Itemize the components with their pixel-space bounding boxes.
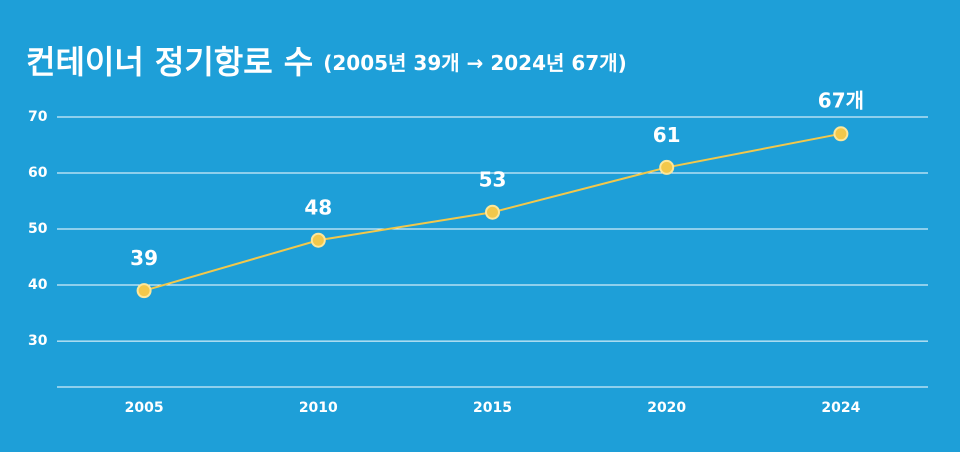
x-tick-label: 2020 xyxy=(647,400,686,416)
data-point xyxy=(310,232,326,248)
data-point xyxy=(833,126,849,142)
data-point xyxy=(136,283,152,299)
value-label: 53 xyxy=(479,168,507,192)
data-point xyxy=(485,204,500,220)
y-tick-label: 50 xyxy=(28,221,48,237)
value-label: 48 xyxy=(304,196,332,220)
x-tick-label: 2005 xyxy=(125,400,164,416)
x-tick-label: 2010 xyxy=(299,400,338,416)
chart-title-group: 컨테이너 정기항로 수 (2005년 39개 → 2024년 67개) xyxy=(26,43,627,81)
y-tick-label: 60 xyxy=(28,165,48,181)
value-label: 67개 xyxy=(818,88,864,112)
value-label: 39 xyxy=(130,246,158,270)
y-tick-label: 70 xyxy=(28,109,48,125)
y-tick-label: 30 xyxy=(28,333,48,349)
x-tick-label: 2015 xyxy=(473,400,512,416)
chart-subtitle: (2005년 39개 → 2024년 67개) xyxy=(323,51,626,75)
chart-title: 컨테이너 정기항로 수 xyxy=(26,43,313,81)
data-point xyxy=(659,159,675,175)
x-tick-label: 2024 xyxy=(821,400,860,416)
y-tick-label: 40 xyxy=(28,277,48,293)
value-label: 61 xyxy=(653,123,681,147)
